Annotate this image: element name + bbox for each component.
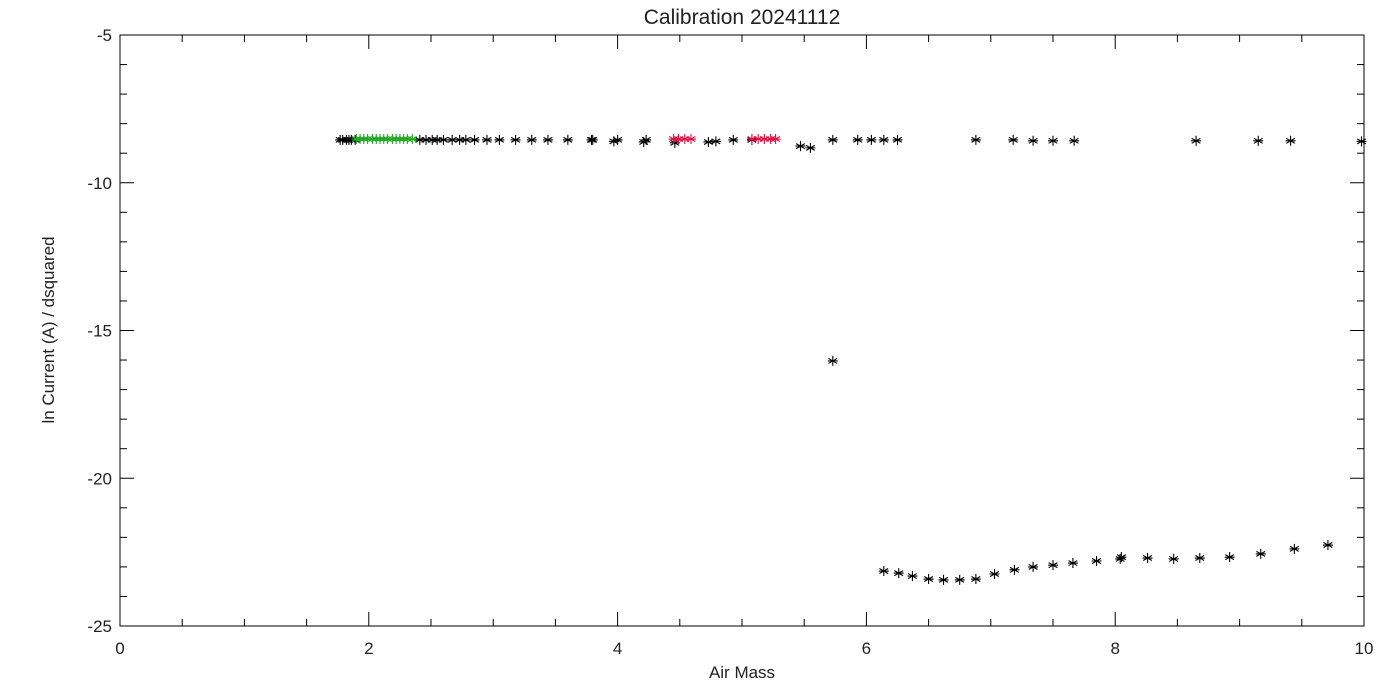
data-point xyxy=(923,574,934,585)
y-tick-label: -5 xyxy=(97,26,112,45)
data-point xyxy=(673,134,684,145)
data-point xyxy=(587,134,598,145)
data-point xyxy=(1285,135,1296,146)
data-point xyxy=(1048,135,1058,146)
data-point xyxy=(746,134,757,145)
data-point xyxy=(510,134,521,145)
data-point xyxy=(878,134,889,145)
data-point xyxy=(892,134,903,145)
data-point xyxy=(679,134,690,145)
y-tick-label: -25 xyxy=(87,617,112,636)
data-point xyxy=(805,142,816,153)
data-point xyxy=(1028,561,1039,572)
data-point xyxy=(1191,135,1202,146)
data-point xyxy=(1028,135,1039,146)
data-point xyxy=(759,134,770,145)
data-point xyxy=(866,134,877,145)
data-point xyxy=(1069,135,1080,146)
data-point xyxy=(562,134,573,145)
x-tick-label: 4 xyxy=(613,639,622,658)
data-point xyxy=(526,134,537,145)
data-point xyxy=(1253,135,1264,146)
data-point xyxy=(907,571,918,582)
data-point xyxy=(608,136,619,147)
data-point xyxy=(454,134,465,145)
x-tick-label: 10 xyxy=(1355,639,1374,658)
data-point xyxy=(1091,555,1102,566)
data-point xyxy=(753,134,764,145)
data-point xyxy=(612,134,623,145)
data-point xyxy=(989,568,1000,579)
data-point xyxy=(1356,136,1367,147)
data-point xyxy=(1116,552,1127,563)
y-axis-label: ln Current (A) / dsquared xyxy=(39,236,58,423)
data-point xyxy=(669,137,680,148)
data-point xyxy=(1194,553,1205,564)
data-point xyxy=(893,568,904,579)
data-point xyxy=(938,574,949,585)
x-tick-label: 0 xyxy=(115,639,124,658)
data-point xyxy=(703,136,714,147)
data-point xyxy=(878,566,889,577)
data-point xyxy=(438,134,449,145)
data-point xyxy=(1168,553,1179,564)
y-tick-label: -20 xyxy=(87,469,112,488)
data-point xyxy=(970,134,981,145)
x-tick-label: 6 xyxy=(862,639,871,658)
x-tick-label: 8 xyxy=(1110,639,1119,658)
data-point xyxy=(460,134,471,145)
data-point xyxy=(710,136,721,147)
data-point xyxy=(770,134,781,145)
data-point xyxy=(970,574,981,585)
data-point xyxy=(414,134,425,145)
data-point xyxy=(827,355,838,366)
data-point xyxy=(685,134,696,145)
data-point xyxy=(1009,564,1020,575)
data-point xyxy=(1048,560,1058,571)
chart-title: Calibration 20241112 xyxy=(644,6,841,29)
data-point xyxy=(1224,552,1235,563)
data-point xyxy=(494,134,505,145)
data-point xyxy=(1008,134,1019,145)
x-axis-label: Air Mass xyxy=(709,663,775,682)
data-point xyxy=(481,134,492,145)
data-point xyxy=(447,134,458,145)
plot-frame xyxy=(119,34,1365,627)
data-point xyxy=(1322,540,1333,551)
y-tick-label: -10 xyxy=(87,174,112,193)
data-point xyxy=(795,141,806,152)
data-point xyxy=(954,574,965,585)
data-point xyxy=(1142,553,1153,564)
data-point xyxy=(1067,558,1078,569)
data-point xyxy=(542,134,553,145)
data-point xyxy=(827,134,838,145)
data-point xyxy=(407,134,418,145)
data-point xyxy=(728,134,739,145)
data-point xyxy=(1115,553,1126,564)
data-point xyxy=(421,134,432,145)
data-point xyxy=(1255,548,1266,559)
data-point xyxy=(469,134,480,145)
data-point xyxy=(852,134,863,145)
data-point xyxy=(641,134,652,145)
data-point xyxy=(432,134,443,145)
data-point xyxy=(1289,543,1300,554)
x-tick-label: 2 xyxy=(364,639,373,658)
y-tick-label: -15 xyxy=(87,322,112,341)
